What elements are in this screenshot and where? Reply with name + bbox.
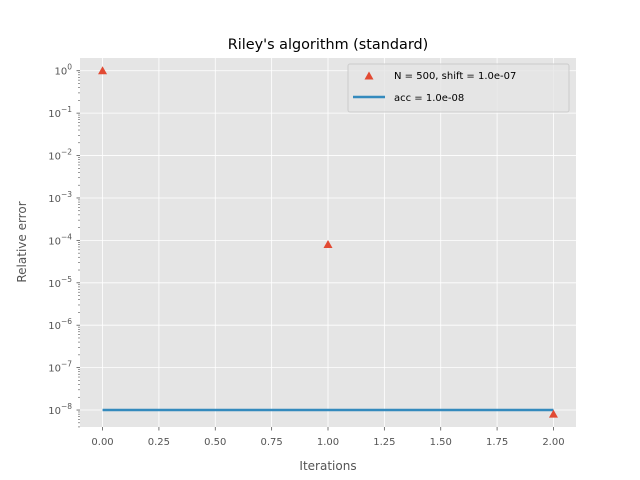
legend-marker-triangle-icon [364,71,374,80]
x-tick-label: 1.75 [486,437,508,448]
legend-label-series-2: acc = 1.0e-08 [394,93,464,104]
minor-ticks [78,72,80,428]
x-tick-label: 1.00 [317,437,339,448]
y-tick-label: 10−3 [48,190,72,205]
chart-title: Riley's algorithm (standard) [228,37,428,53]
legend: N = 500, shift = 1.0e-07 acc = 1.0e-08 [347,63,570,113]
x-axis-label: Iterations [299,459,356,473]
legend-label-series-1: N = 500, shift = 1.0e-07 [394,71,516,82]
x-tick-label: 0.00 [91,437,113,448]
y-tick-label: 100 [54,63,72,78]
x-tick-label: 0.25 [148,437,170,448]
y-tick-label: 10−6 [48,317,72,332]
y-tick-label: 10−7 [48,360,72,375]
y-tick-label: 10−8 [48,402,72,417]
y-tick-label: 10−5 [48,275,72,290]
x-tick-label: 1.50 [430,437,452,448]
x-tick-label: 0.50 [204,437,226,448]
ticks: 0.00 0.25 0.50 0.75 1.00 1.25 1.50 1.75 2.00 100 1… [48,63,564,448]
y-tick-label: 10−1 [48,105,72,120]
x-tick-label: 1.25 [373,437,395,448]
x-tick-label: 2.00 [542,437,564,448]
data-point-triangle [548,409,558,418]
legend-box [347,63,570,113]
x-tick-label: 0.75 [261,437,283,448]
data-point-triangle [323,239,333,248]
data-point-triangle [98,66,108,75]
series [98,66,558,418]
y-tick-label: 10−4 [48,232,72,247]
y-tick-label: 10−2 [48,148,72,163]
y-axis-label: Relative error [15,201,29,282]
